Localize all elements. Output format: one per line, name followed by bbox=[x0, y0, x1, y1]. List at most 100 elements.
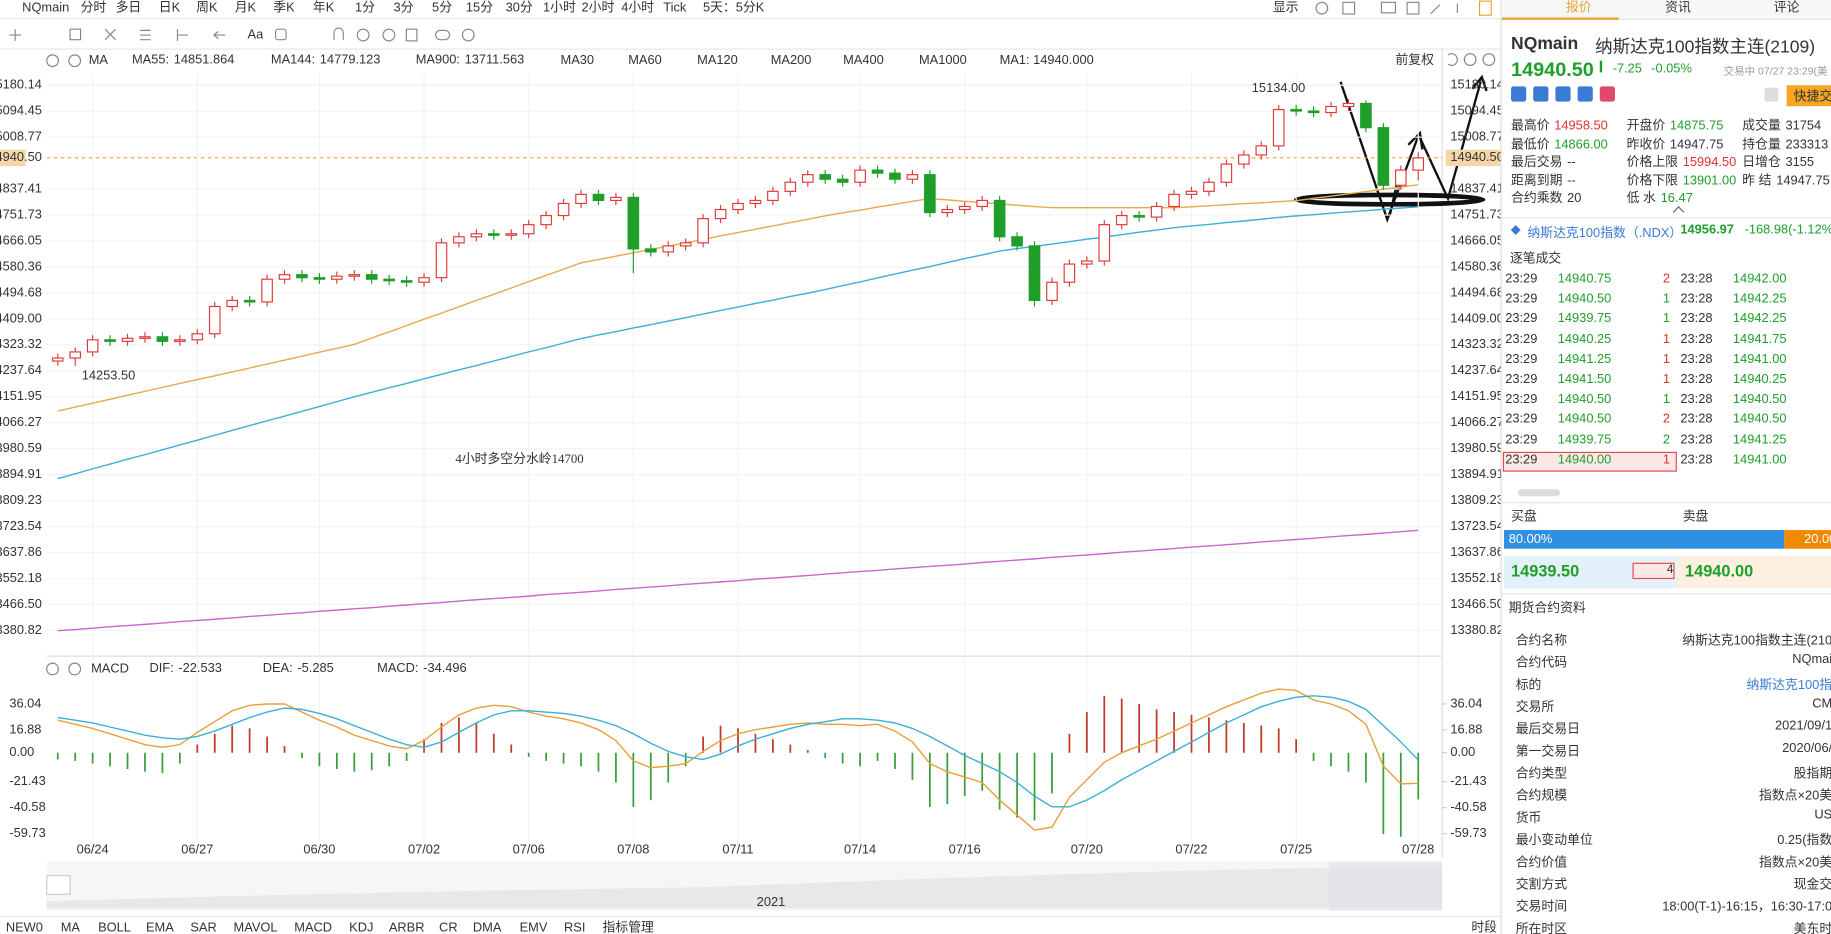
navigator-window[interactable] bbox=[1328, 861, 1443, 911]
indicator-name[interactable]: MA bbox=[89, 52, 109, 67]
x-tick-label: 07/14 bbox=[844, 841, 876, 856]
x-tick-label: 07/08 bbox=[617, 841, 649, 856]
inactive-ma[interactable]: MA30 bbox=[561, 52, 595, 67]
stat-label: 昨收价 bbox=[1626, 137, 1666, 152]
candle-body bbox=[208, 305, 221, 335]
badge-icon[interactable] bbox=[1577, 86, 1593, 102]
badge-icon[interactable] bbox=[1599, 86, 1615, 102]
indicator-tab[interactable]: MACD bbox=[294, 920, 332, 934]
candle-body bbox=[505, 233, 518, 236]
inactive-ma[interactable]: MA60 bbox=[628, 52, 662, 67]
indicator-tab[interactable]: EMA bbox=[146, 920, 174, 934]
candle-body bbox=[226, 299, 239, 308]
inactive-ma[interactable]: MA200 bbox=[771, 52, 812, 67]
period-tab[interactable]: 2小时 bbox=[582, 0, 615, 15]
candle-body bbox=[1377, 127, 1390, 186]
toolbar-icons[interactable] bbox=[9, 0, 1496, 676]
indicator-name[interactable]: MACD bbox=[91, 660, 129, 675]
inactive-ma[interactable]: MA400 bbox=[843, 52, 884, 67]
indicator-tab[interactable]: MA bbox=[61, 920, 81, 934]
period-tab[interactable]: Tick bbox=[663, 0, 687, 15]
symbol[interactable]: NQmain bbox=[22, 0, 69, 15]
trade-time: 23:28 bbox=[1680, 272, 1713, 287]
indicator-tab[interactable]: KDJ bbox=[349, 920, 373, 934]
indicator-tab[interactable]: NEW0 bbox=[6, 920, 43, 934]
stat: 合约乘数 20 bbox=[1511, 188, 1581, 207]
period-tab[interactable]: 5天：5分K bbox=[703, 0, 765, 15]
period-tab[interactable]: 1小时 bbox=[543, 0, 576, 15]
badge-icon[interactable] bbox=[1511, 86, 1527, 102]
trade-qty: 1 bbox=[1662, 452, 1670, 467]
candle-body bbox=[348, 274, 361, 277]
info-label: 标的 bbox=[1515, 678, 1542, 693]
panel-tab[interactable]: 报价 bbox=[1565, 1, 1592, 16]
y-tick-label: 13466.50 bbox=[0, 596, 42, 611]
period-tab[interactable]: 季K bbox=[273, 0, 295, 15]
indicator-tab[interactable]: SAR bbox=[190, 920, 216, 934]
inactive-ma[interactable]: MA1000 bbox=[919, 52, 967, 67]
period-tab[interactable]: 多日 bbox=[116, 0, 142, 15]
panel-tab[interactable]: 资讯 bbox=[1665, 1, 1691, 16]
panel-tab[interactable]: 评论 bbox=[1773, 1, 1800, 16]
indicator-tab[interactable]: ARBR bbox=[389, 920, 425, 934]
badge-icon[interactable] bbox=[1555, 86, 1571, 102]
trade-time: 23:28 bbox=[1680, 332, 1713, 347]
y-tick-label: 15180.14 bbox=[0, 77, 42, 92]
candle-body bbox=[1412, 157, 1425, 171]
font-tool[interactable]: Aa bbox=[248, 26, 265, 41]
period-tab[interactable]: 周K bbox=[196, 0, 218, 15]
indicator-tab[interactable]: BOLL bbox=[98, 920, 131, 934]
period-tab[interactable]: 15分 bbox=[466, 0, 493, 15]
y-tick-label: 14837.41 bbox=[1450, 180, 1500, 195]
period-tab[interactable]: 分时 bbox=[81, 0, 107, 15]
quick-trade[interactable]: 快捷交 bbox=[1786, 85, 1831, 107]
badge-icon[interactable] bbox=[1533, 86, 1549, 102]
candle-body bbox=[383, 278, 395, 282]
ma-line bbox=[57, 184, 1419, 412]
period-tab[interactable]: 日K bbox=[159, 0, 181, 15]
y-tick-label: 13980.59 bbox=[0, 440, 42, 455]
indicator-tab[interactable]: CR bbox=[439, 920, 458, 934]
stat-value: 14875.75 bbox=[1669, 119, 1724, 134]
info-label: 合约类型 bbox=[1515, 767, 1568, 782]
period-tab[interactable]: 3分 bbox=[394, 0, 414, 15]
period-tab[interactable]: 1分 bbox=[355, 0, 375, 15]
display-menu[interactable]: 显示 bbox=[1273, 0, 1299, 15]
indicator-tab[interactable]: EMV bbox=[520, 920, 548, 934]
candle-body bbox=[575, 193, 587, 205]
candle-body bbox=[191, 333, 204, 341]
period-tab[interactable]: 月K bbox=[235, 0, 257, 15]
collapse-caret[interactable] bbox=[1672, 206, 1685, 218]
y-tick-label: 14494.68 bbox=[0, 284, 42, 299]
adjust-menu[interactable]: 前复权 bbox=[1395, 52, 1434, 67]
bell-icon[interactable] bbox=[1764, 87, 1779, 102]
y-tick-label: 13552.18 bbox=[0, 570, 42, 585]
candle-body bbox=[1307, 110, 1320, 114]
period-tab[interactable]: 30分 bbox=[506, 0, 533, 15]
stat-value: 31754 bbox=[1785, 119, 1822, 134]
candle-body bbox=[871, 169, 884, 174]
info-value: 指数点×20美 bbox=[1758, 855, 1831, 870]
period-tab[interactable]: 5分 bbox=[432, 0, 452, 15]
inactive-ma[interactable]: MA120 bbox=[697, 52, 738, 67]
period-tab[interactable]: 年K bbox=[313, 0, 335, 15]
info-value: US bbox=[1814, 807, 1831, 822]
candle-body bbox=[836, 178, 849, 183]
indicator-tab[interactable]: 指标管理 bbox=[603, 920, 654, 934]
candle-body bbox=[993, 199, 1006, 238]
indicator-tab[interactable]: RSI bbox=[564, 920, 585, 934]
candle-body bbox=[976, 199, 989, 208]
indicator-tab[interactable]: MAVOL bbox=[234, 920, 278, 934]
info-label: 最后交易日 bbox=[1515, 722, 1580, 737]
period-tab[interactable]: 4小时 bbox=[621, 0, 654, 15]
indicator-tab[interactable]: DMA bbox=[473, 920, 502, 934]
candle-body bbox=[610, 196, 622, 202]
y-tick-label: 14751.73 bbox=[0, 206, 42, 221]
more-button[interactable] bbox=[46, 875, 71, 895]
candle-body bbox=[1290, 108, 1302, 112]
period-label[interactable]: 时段 bbox=[1471, 920, 1497, 934]
legend-value: -5.285 bbox=[297, 660, 333, 675]
info-value: CM bbox=[1812, 696, 1831, 712]
candle-body bbox=[714, 208, 727, 220]
